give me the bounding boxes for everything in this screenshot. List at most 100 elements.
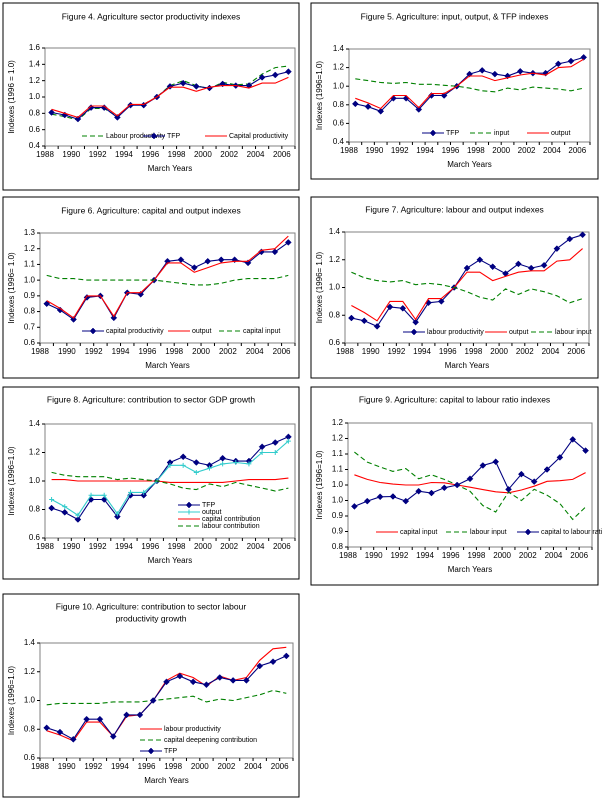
diamond-marker xyxy=(524,528,532,536)
diamond-marker xyxy=(412,318,419,326)
x-tick-label: 2004 xyxy=(244,762,262,771)
x-tick-label: 1998 xyxy=(465,347,483,356)
x-tick-label: 1994 xyxy=(115,150,133,159)
legend-entry: labour input xyxy=(531,329,592,336)
y-tick-label: 0.6 xyxy=(29,533,41,542)
x-axis-label: March Years xyxy=(144,776,188,785)
cross-marker xyxy=(141,489,147,495)
legend-label: labour contribution xyxy=(202,523,260,530)
legend-entry: capital to labour ratio xyxy=(517,528,602,536)
plot-area xyxy=(44,47,296,147)
legend-label: output xyxy=(202,509,222,516)
diamond-marker xyxy=(163,678,170,686)
chart-figure-6: Figure 6. Agriculture: capital and outpu… xyxy=(2,196,300,379)
y-axis-label: Indexes (1996=1.0) xyxy=(315,61,324,130)
x-tick-label: 1992 xyxy=(387,347,405,356)
x-tick-label: 2006 xyxy=(568,146,586,155)
x-tick-label: 1998 xyxy=(164,762,182,771)
series-line xyxy=(51,477,289,483)
legend-entry: capital contribution xyxy=(178,516,260,523)
x-tick-label: 2004 xyxy=(543,146,561,155)
y-tick-label: 0.6 xyxy=(24,753,36,762)
diamond-marker xyxy=(556,454,564,461)
legend-entry: Capital productivity xyxy=(205,133,289,140)
x-tick-label: 2004 xyxy=(545,551,563,560)
cross-marker xyxy=(49,497,55,503)
legend-label: capital contribution xyxy=(202,516,260,523)
series-capital-productivity xyxy=(51,76,289,119)
y-tick-label: 0.7 xyxy=(24,322,36,331)
cross-marker xyxy=(128,489,134,495)
legend-label: TFP xyxy=(164,748,178,755)
plot-area xyxy=(348,48,591,143)
diamond-marker xyxy=(189,678,197,686)
y-tick-label: 1.2 xyxy=(24,244,36,253)
x-tick-label: 1998 xyxy=(168,542,186,551)
series-tfp xyxy=(43,652,290,743)
diamond-marker xyxy=(364,103,372,111)
legend-label: capital productivity xyxy=(106,328,164,335)
diamond-marker xyxy=(61,508,69,516)
y-axis-label: Indexes (1996= 1.0) xyxy=(315,251,324,323)
cross-marker xyxy=(272,450,278,455)
y-axis-label: Indexes (1996= 1.0) xyxy=(7,252,16,324)
series-capital-input xyxy=(354,472,586,494)
plot-area xyxy=(347,422,593,548)
y-tick-label: 0.6 xyxy=(24,338,36,347)
legend-entry: labour input xyxy=(446,529,507,536)
cross-marker xyxy=(101,492,107,498)
diamond-marker xyxy=(428,489,435,497)
diamond-marker xyxy=(271,248,279,256)
diamond-marker xyxy=(229,677,237,684)
legend-label: TFP xyxy=(167,133,181,140)
diamond-marker xyxy=(284,239,292,246)
x-tick-label: 1996 xyxy=(141,542,159,551)
x-tick-label: 1988 xyxy=(339,551,357,560)
diamond-marker xyxy=(69,735,77,743)
y-axis-label: Indexes (1996 = 1.0) xyxy=(7,60,16,134)
diamond-marker xyxy=(56,306,64,314)
chart-title: productivity growth xyxy=(116,613,187,623)
legend-entry: output xyxy=(178,509,222,516)
cross-marker xyxy=(62,504,68,510)
diamond-marker xyxy=(219,454,226,462)
diamond-marker xyxy=(258,74,266,81)
diamond-marker xyxy=(530,478,538,485)
x-tick-label: 2006 xyxy=(273,150,291,159)
diamond-marker xyxy=(429,129,437,137)
diamond-marker xyxy=(373,322,381,330)
y-tick-label: 1.1 xyxy=(332,449,344,458)
diamond-marker xyxy=(566,235,574,243)
x-tick-label: 2000 xyxy=(192,347,210,356)
y-tick-label: 0.8 xyxy=(24,307,36,316)
series-capital-to-labour-ratio xyxy=(351,436,589,510)
x-tick-label: 1988 xyxy=(36,150,54,159)
y-tick-label: 1.0 xyxy=(24,696,36,705)
cross-marker xyxy=(75,512,81,518)
diamond-marker xyxy=(386,303,394,311)
x-tick-label: 1994 xyxy=(416,551,434,560)
chart-figure-10: Figure 10. Agriculture: contribution to … xyxy=(2,593,300,798)
x-tick-label: 1990 xyxy=(58,347,76,356)
chart-title: Figure 6. Agriculture: capital and outpu… xyxy=(61,205,241,215)
y-tick-label: 0.9 xyxy=(332,527,344,536)
diamond-marker xyxy=(463,264,471,272)
diamond-marker xyxy=(149,697,157,704)
x-tick-label: 2006 xyxy=(271,762,289,771)
diamond-marker xyxy=(478,67,486,74)
y-tick-label: 1.2 xyxy=(329,255,341,264)
diamond-marker xyxy=(176,672,184,680)
x-tick-label: 1990 xyxy=(62,150,80,159)
series-line xyxy=(351,271,583,304)
chart-figure-5: Figure 5. Agriculture: input, output, & … xyxy=(310,2,599,180)
diamond-marker xyxy=(540,261,548,269)
series-line xyxy=(51,76,289,119)
diamond-marker xyxy=(258,443,266,451)
series-line xyxy=(46,689,287,706)
y-tick-label: 1.4 xyxy=(329,227,341,236)
x-tick-label: 1992 xyxy=(89,542,107,551)
x-axis-label: March Years xyxy=(447,160,491,169)
y-tick-label: 0.8 xyxy=(24,724,36,733)
x-tick-label: 1988 xyxy=(340,146,358,155)
x-tick-label: 1994 xyxy=(112,347,130,356)
